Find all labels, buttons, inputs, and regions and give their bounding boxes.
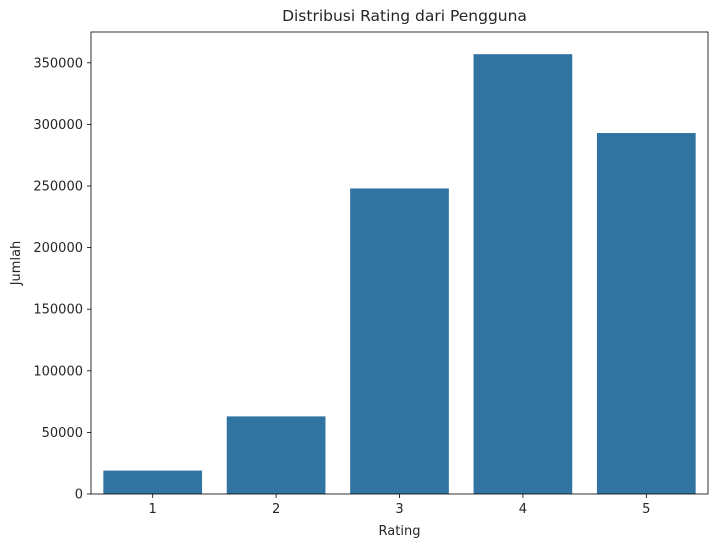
x-tick-label: 1 [149,502,157,517]
chart-title: Distribusi Rating dari Pengguna [282,7,527,25]
bar-rating-1 [103,470,203,494]
y-tick-label: 200000 [33,241,83,256]
x-tick-label: 5 [642,502,650,517]
bars-group [103,54,696,495]
x-tick-label: 3 [395,502,403,517]
bar-rating-5 [596,133,696,495]
bar-rating-2 [226,416,326,494]
y-tick-label: 250000 [33,180,83,195]
y-axis-label: Jumlah [9,241,24,287]
y-tick-label: 150000 [33,303,83,318]
bar-rating-3 [350,188,449,495]
x-axis-label: Rating [379,524,421,539]
x-axis: 1 2 3 4 5 [149,494,650,517]
y-tick-label: 350000 [33,56,83,71]
x-tick-label: 2 [272,502,280,517]
y-axis: 0 50000 100000 150000 200000 250000 300000 3500… [33,56,91,503]
bar-rating-4 [473,54,573,495]
plot-frame [90,31,709,495]
y-tick-label: 50000 [42,426,83,441]
y-tick-label: 300000 [33,118,83,133]
y-tick-label: 0 [75,488,83,503]
x-tick-label: 4 [519,502,527,517]
y-tick-label: 100000 [33,364,83,379]
